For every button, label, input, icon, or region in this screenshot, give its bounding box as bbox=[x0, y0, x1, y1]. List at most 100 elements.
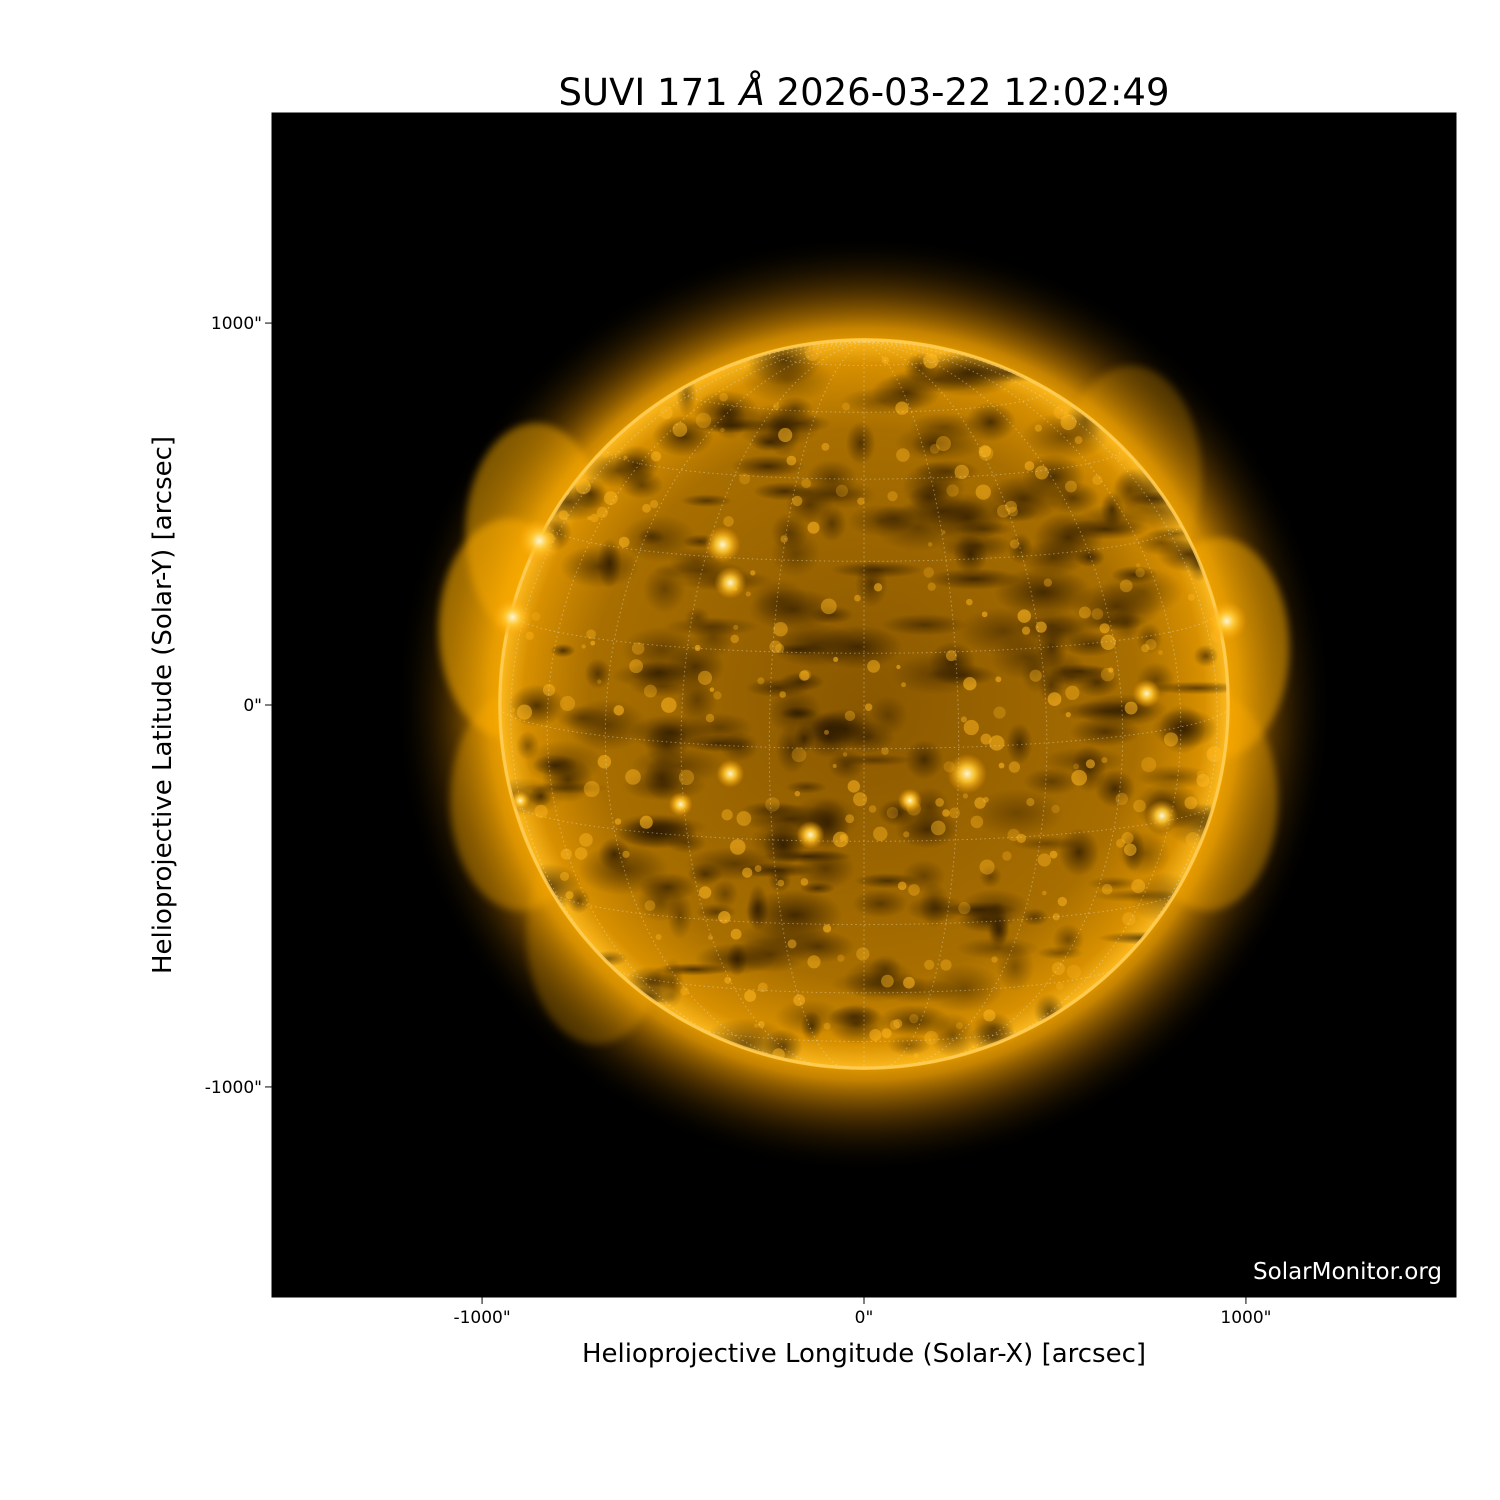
active-region bbox=[1145, 799, 1178, 832]
dark-region bbox=[680, 494, 733, 508]
bright-point bbox=[983, 1009, 996, 1022]
bright-point bbox=[1051, 961, 1065, 976]
dark-region bbox=[919, 881, 949, 928]
bright-point bbox=[724, 976, 732, 984]
dark-region bbox=[993, 567, 1093, 618]
bright-point bbox=[800, 878, 809, 886]
dark-region bbox=[774, 999, 844, 1035]
bright-point bbox=[575, 478, 591, 495]
bright-point bbox=[1163, 732, 1179, 747]
bright-point bbox=[854, 594, 861, 602]
bright-point bbox=[927, 542, 933, 547]
bright-point bbox=[1071, 769, 1088, 786]
bright-point bbox=[1092, 475, 1103, 486]
dark-region bbox=[731, 455, 805, 478]
dark-region bbox=[1148, 681, 1228, 695]
bright-point bbox=[1101, 757, 1108, 764]
dark-region bbox=[793, 724, 816, 753]
bright-point bbox=[1017, 609, 1032, 623]
watermark: SolarMonitor.org bbox=[1253, 1259, 1442, 1285]
bright-point bbox=[833, 656, 839, 662]
bright-point bbox=[909, 1013, 919, 1024]
dark-region bbox=[785, 485, 834, 524]
bright-point bbox=[887, 491, 898, 502]
bright-point bbox=[597, 755, 612, 769]
active-regions bbox=[492, 518, 1247, 849]
bright-point bbox=[574, 847, 588, 860]
bright-point bbox=[531, 612, 541, 621]
bright-point bbox=[1060, 414, 1077, 431]
bright-point bbox=[897, 881, 907, 891]
bright-point bbox=[832, 763, 837, 768]
bright-point bbox=[590, 640, 596, 646]
longitude-line bbox=[863, 341, 1182, 1063]
bright-point bbox=[794, 790, 801, 797]
bright-point bbox=[791, 747, 807, 763]
bright-point bbox=[924, 1030, 939, 1045]
bright-point bbox=[705, 713, 715, 723]
bright-point bbox=[775, 643, 785, 653]
bright-point bbox=[730, 928, 742, 940]
dark-region bbox=[845, 421, 876, 465]
dark-region bbox=[1036, 622, 1068, 671]
longitude-line bbox=[863, 341, 960, 1068]
bright-point bbox=[678, 769, 695, 786]
bright-point bbox=[1052, 913, 1060, 921]
bright-point bbox=[864, 703, 873, 711]
dark-region bbox=[778, 672, 825, 692]
bright-point bbox=[1008, 761, 1021, 773]
active-region bbox=[897, 788, 922, 813]
bright-point bbox=[757, 1020, 765, 1028]
dark-region bbox=[927, 664, 998, 686]
dark-region bbox=[887, 1034, 931, 1057]
bright-point bbox=[966, 598, 973, 606]
solar-limb bbox=[498, 338, 1230, 1070]
bright-point bbox=[754, 1023, 759, 1028]
bright-point bbox=[1074, 436, 1083, 444]
x-tick-label: 0" bbox=[855, 1308, 874, 1328]
dark-region bbox=[781, 930, 856, 964]
bright-point bbox=[631, 642, 645, 655]
dark-region bbox=[747, 884, 769, 932]
bright-point bbox=[1116, 838, 1126, 848]
bright-point bbox=[643, 684, 657, 698]
bright-point bbox=[742, 867, 753, 878]
bright-point bbox=[1078, 606, 1091, 619]
bright-point bbox=[1158, 650, 1163, 655]
bright-point bbox=[799, 670, 810, 681]
bright-point bbox=[642, 503, 652, 513]
active-region bbox=[668, 792, 693, 817]
dark-region bbox=[666, 831, 707, 854]
bright-point bbox=[844, 710, 856, 722]
bright-point bbox=[929, 443, 940, 454]
bright-point bbox=[601, 450, 610, 458]
bright-point bbox=[881, 356, 890, 365]
bright-point bbox=[824, 729, 829, 735]
bright-point bbox=[721, 809, 733, 821]
bright-point bbox=[989, 735, 1005, 751]
bright-point bbox=[881, 974, 894, 988]
bright-point bbox=[718, 911, 731, 924]
bright-point bbox=[1091, 608, 1104, 620]
bright-point bbox=[1085, 759, 1096, 769]
bright-point bbox=[525, 631, 534, 640]
bright-point bbox=[974, 797, 986, 809]
dark-region bbox=[550, 643, 576, 658]
dark-region bbox=[881, 613, 968, 636]
bright-point bbox=[998, 762, 1005, 769]
bright-point bbox=[923, 353, 939, 369]
active-region bbox=[947, 753, 988, 794]
active-region bbox=[704, 526, 741, 563]
bright-point bbox=[695, 412, 712, 429]
bright-point bbox=[719, 392, 728, 402]
bright-point bbox=[581, 644, 586, 649]
bright-point bbox=[707, 935, 713, 940]
bright-point bbox=[639, 815, 653, 829]
bright-point bbox=[1100, 667, 1115, 682]
dark-region bbox=[1058, 828, 1100, 877]
bright-point bbox=[1035, 621, 1047, 633]
bright-point bbox=[1064, 480, 1077, 493]
bright-point bbox=[694, 644, 701, 651]
bright-point bbox=[736, 811, 752, 826]
dark-region bbox=[840, 387, 926, 415]
